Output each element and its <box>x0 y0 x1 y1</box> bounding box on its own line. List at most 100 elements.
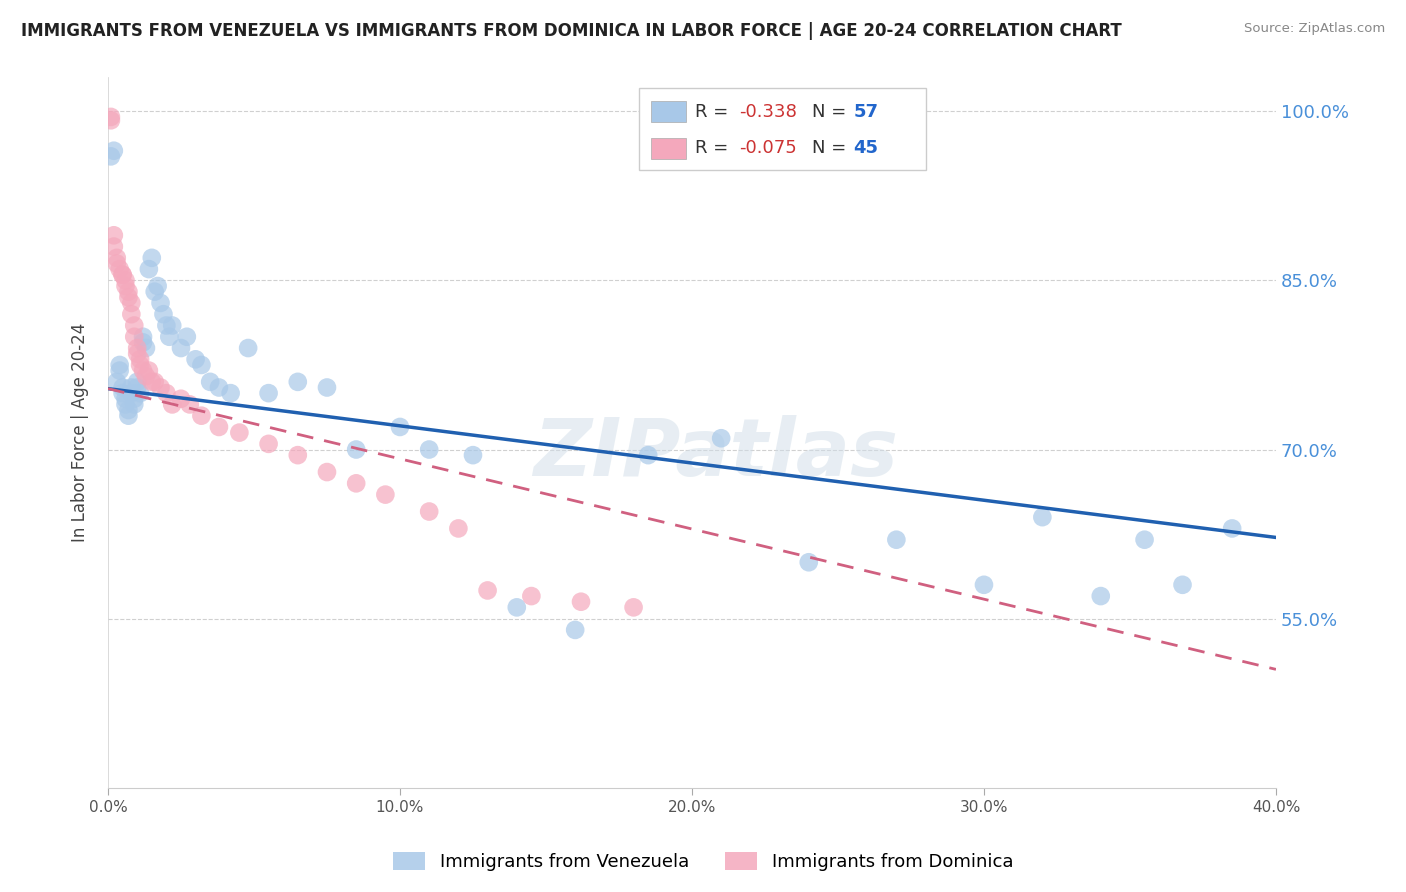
Point <box>127 375 149 389</box>
Point <box>114 392 136 406</box>
Point <box>100 149 122 163</box>
Point <box>316 465 339 479</box>
Point <box>103 239 125 253</box>
Point <box>461 448 484 462</box>
Text: ZIPatlas: ZIPatlas <box>533 415 898 493</box>
Point <box>623 600 645 615</box>
Point <box>120 386 142 401</box>
Point <box>287 375 309 389</box>
Point <box>179 397 201 411</box>
Point <box>257 386 280 401</box>
Point <box>1090 589 1112 603</box>
Point <box>141 251 163 265</box>
Point <box>135 341 157 355</box>
Point <box>117 290 139 304</box>
Point <box>135 369 157 384</box>
Point <box>418 504 440 518</box>
Point <box>127 346 149 360</box>
Point <box>1220 521 1243 535</box>
Point <box>797 555 820 569</box>
Point <box>143 375 166 389</box>
Point <box>176 330 198 344</box>
Text: R =: R = <box>696 103 734 120</box>
Point <box>973 578 995 592</box>
Point <box>122 318 145 333</box>
Point <box>569 595 592 609</box>
Point <box>122 397 145 411</box>
Point <box>155 318 177 333</box>
Text: 45: 45 <box>853 139 879 158</box>
Point <box>388 420 411 434</box>
Point <box>1171 578 1194 592</box>
Point <box>710 431 733 445</box>
Point <box>114 279 136 293</box>
Bar <box>651 138 686 159</box>
Text: IMMIGRANTS FROM VENEZUELA VS IMMIGRANTS FROM DOMINICA IN LABOR FORCE | AGE 20-24: IMMIGRANTS FROM VENEZUELA VS IMMIGRANTS … <box>21 22 1122 40</box>
Point <box>418 442 440 457</box>
Text: -0.075: -0.075 <box>738 139 796 158</box>
Point <box>103 144 125 158</box>
Point <box>219 386 242 401</box>
Point <box>170 392 193 406</box>
Point <box>127 380 149 394</box>
Point <box>146 279 169 293</box>
Point <box>117 409 139 423</box>
Point <box>637 448 659 462</box>
FancyBboxPatch shape <box>640 88 925 169</box>
Point <box>149 296 172 310</box>
Point <box>236 341 259 355</box>
Point <box>143 285 166 299</box>
Point <box>111 380 134 394</box>
Point <box>141 375 163 389</box>
Point <box>160 397 183 411</box>
Point <box>105 375 128 389</box>
Point <box>316 380 339 394</box>
Point <box>132 335 155 350</box>
Point <box>564 623 586 637</box>
Text: N =: N = <box>813 139 852 158</box>
Point <box>208 380 231 394</box>
Point <box>344 442 367 457</box>
Point <box>120 307 142 321</box>
Point <box>190 409 212 423</box>
Point <box>157 330 180 344</box>
Point <box>447 521 470 535</box>
Point <box>127 341 149 355</box>
Point <box>117 285 139 299</box>
Point <box>184 352 207 367</box>
Point <box>111 268 134 282</box>
Point <box>100 113 122 128</box>
Point <box>506 600 529 615</box>
Point <box>149 380 172 394</box>
Point <box>132 363 155 377</box>
Point <box>886 533 908 547</box>
Point <box>129 358 152 372</box>
Point <box>138 262 160 277</box>
Point <box>105 251 128 265</box>
Text: R =: R = <box>696 139 734 158</box>
Point <box>344 476 367 491</box>
Point <box>287 448 309 462</box>
Y-axis label: In Labor Force | Age 20-24: In Labor Force | Age 20-24 <box>72 323 89 542</box>
Point <box>103 228 125 243</box>
Point <box>1031 510 1053 524</box>
Point <box>129 386 152 401</box>
Point <box>228 425 250 440</box>
Point <box>108 363 131 377</box>
Point <box>208 420 231 434</box>
Point <box>122 392 145 406</box>
Point <box>477 583 499 598</box>
Point <box>105 256 128 270</box>
Point <box>257 437 280 451</box>
Point <box>108 262 131 277</box>
Point <box>198 375 221 389</box>
Point <box>111 268 134 282</box>
Point <box>170 341 193 355</box>
Point <box>1133 533 1156 547</box>
Point <box>122 330 145 344</box>
Point <box>108 358 131 372</box>
Point <box>132 330 155 344</box>
Legend: Immigrants from Venezuela, Immigrants from Dominica: Immigrants from Venezuela, Immigrants fr… <box>385 845 1021 879</box>
Text: -0.338: -0.338 <box>738 103 797 120</box>
Point <box>129 352 152 367</box>
